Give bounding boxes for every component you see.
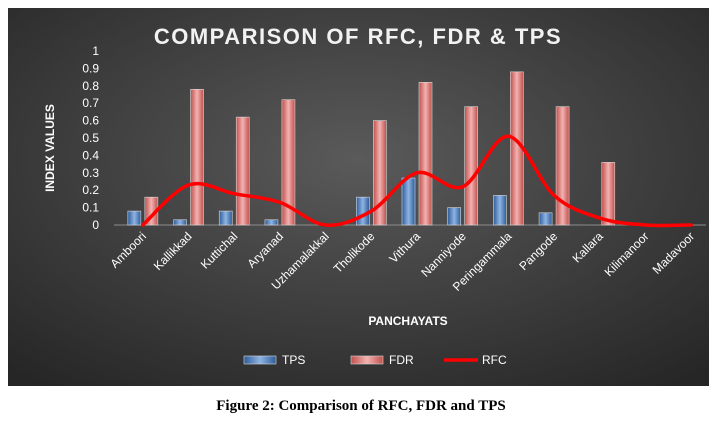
- chart-panel: COMPARISON OF RFC, FDR & TPS 0 0.1 0.2 0.3 0…: [8, 8, 709, 386]
- fdr-bar: [190, 88, 204, 226]
- fdr-bar: [281, 99, 296, 226]
- tps-legend-label: TPS: [282, 353, 305, 367]
- y-tick-label: 0: [92, 218, 99, 232]
- fdr-legend-swatch: [350, 355, 384, 365]
- x-axis-label: PANCHAYATS: [368, 314, 447, 328]
- tps-bar: [218, 210, 233, 226]
- y-tick-label: 0.8: [82, 79, 99, 93]
- y-tick-label: 0.1: [82, 201, 99, 215]
- y-tick-label: 0.2: [82, 183, 99, 197]
- y-tick-label: 0.6: [82, 114, 99, 128]
- fdr-bar: [555, 106, 570, 226]
- tps-legend-swatch: [243, 355, 277, 365]
- y-tick-label: 0.7: [82, 96, 99, 110]
- tps-bar: [173, 219, 187, 226]
- y-tick-label: 0.3: [82, 166, 99, 180]
- y-tick-label: 0.9: [82, 61, 99, 75]
- figure-caption: Figure 2: Comparison of RFC, FDR and TPS: [216, 398, 506, 414]
- fdr-bar: [418, 82, 433, 226]
- comparison-chart: COMPARISON OF RFC, FDR & TPS 0 0.1 0.2 0.3 0…: [8, 8, 709, 386]
- rfc-line: [141, 134, 693, 228]
- rfc-legend-label: RFC: [482, 353, 507, 367]
- fdr-bar: [373, 120, 387, 226]
- legend: TPS FDR RFC: [243, 353, 507, 367]
- tps-bar: [401, 177, 416, 226]
- tps-bar: [538, 212, 553, 226]
- fdr-legend-label: FDR: [389, 353, 414, 367]
- tps-bar: [493, 195, 507, 226]
- tps-bar: [127, 210, 142, 226]
- tps-bar: [356, 196, 370, 226]
- tps-bar: [264, 219, 279, 226]
- y-tick-label: 0.5: [82, 131, 99, 145]
- fdr-bar: [464, 106, 478, 226]
- fdr-bar: [235, 116, 250, 226]
- tps-bar: [447, 207, 461, 226]
- y-tick-label: 0.4: [82, 148, 99, 162]
- y-tick-label: 1: [92, 44, 99, 58]
- y-axis-label: INDEX VALUES: [43, 104, 57, 192]
- fdr-bar: [601, 162, 616, 226]
- chart-title: COMPARISON OF RFC, FDR & TPS: [154, 24, 562, 49]
